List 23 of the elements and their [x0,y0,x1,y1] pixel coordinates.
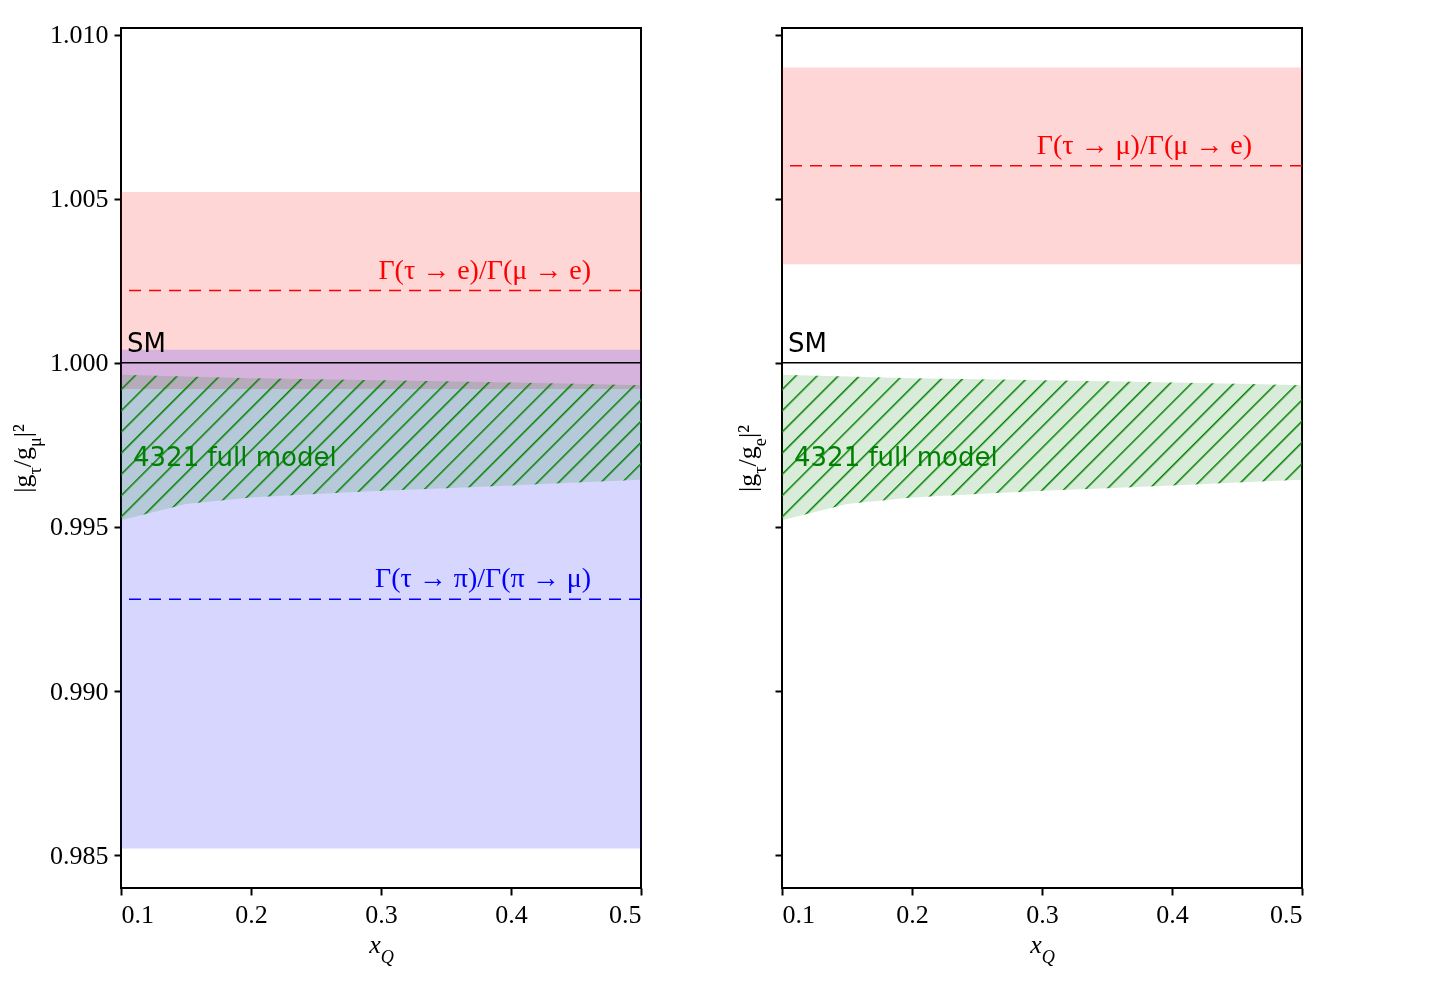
y-tick-label: 1.010 [50,20,109,50]
y-tick-label: 1.000 [50,348,109,378]
x-tick-label: 0.3 [365,899,398,929]
x-tick-label: 0.5 [1270,899,1303,929]
x-tick-label: 0.4 [495,899,528,929]
x-axis-title: x$_{Q}$ [1029,929,1055,967]
x-tick-label: 0.2 [235,899,268,929]
x-tick-label: 0.2 [896,899,929,929]
y-tick-label: 0.990 [50,676,109,706]
y-tick-label: 1.005 [50,184,109,214]
ref-line-label: Γ(τ → π)/Γ(π → μ) [375,562,591,594]
x-tick-label: 0.1 [121,899,154,929]
ref-line-label: Γ(τ → e)/Γ(μ → e) [378,253,591,285]
ref-line-label: SM [127,327,166,358]
y-tick-label: 0.985 [50,840,109,870]
x-axis-title: x$_{Q}$ [368,929,394,967]
x-tick-label: 0.3 [1026,899,1059,929]
y-tick-label: 0.995 [50,512,109,542]
ref-line-label: Γ(τ → μ)/Γ(μ → e) [1036,128,1252,160]
x-tick-label: 0.4 [1156,899,1189,929]
x-tick-label: 0.1 [782,899,815,929]
ref-line-label: SM [788,327,827,358]
x-tick-label: 0.5 [609,899,642,929]
